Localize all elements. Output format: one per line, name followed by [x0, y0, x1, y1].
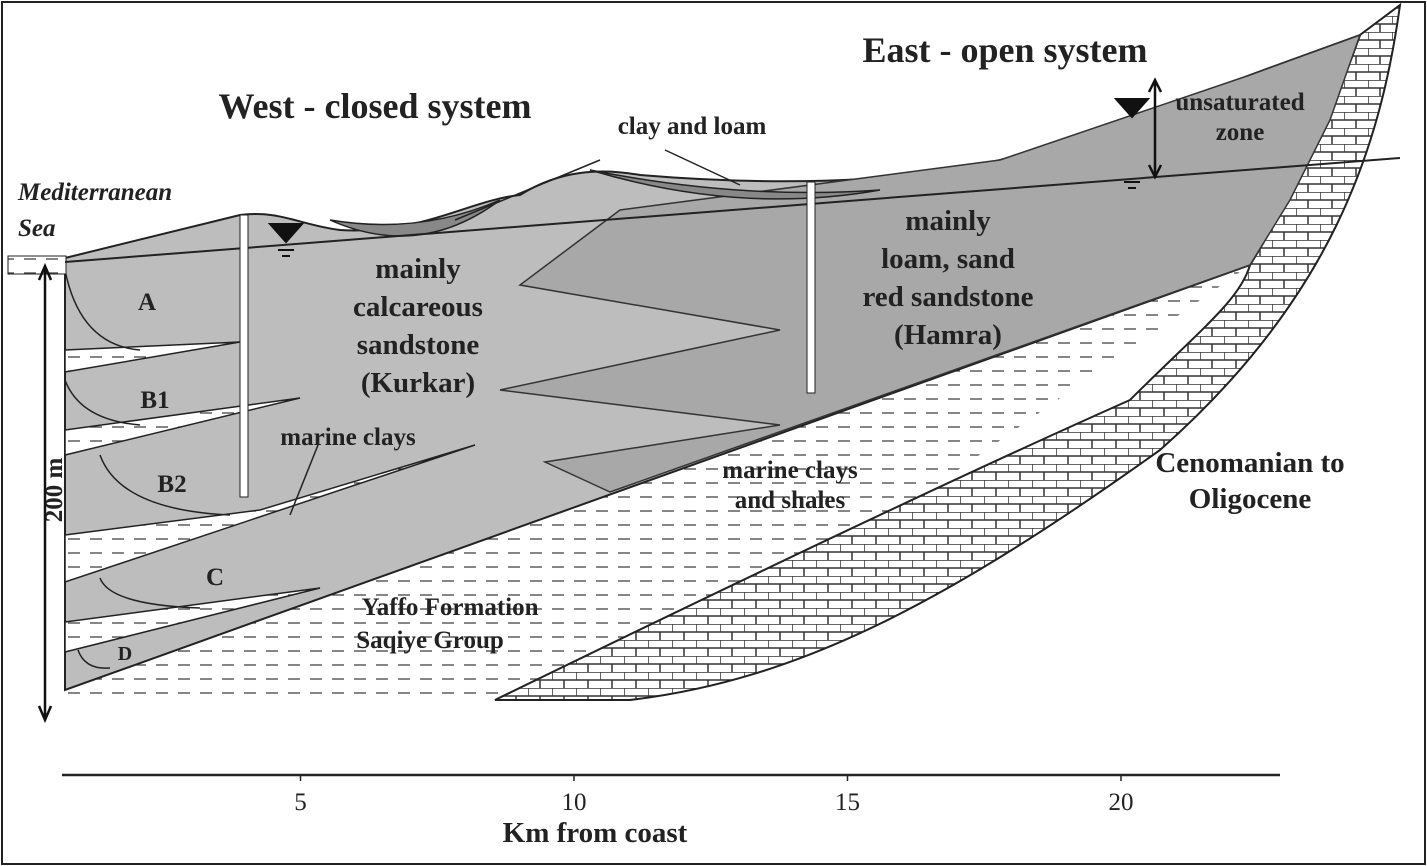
aquifer-label: A — [138, 289, 156, 316]
axis-label: Km from coast — [503, 817, 688, 849]
label: Yaffo Formation — [361, 594, 538, 621]
tick-label: 15 — [835, 789, 860, 816]
sea — [8, 256, 66, 274]
aquifer-label: B1 — [140, 387, 169, 414]
label: Mediterranean — [17, 179, 172, 206]
label: Saqiye Group — [356, 627, 504, 654]
label: mainly — [905, 205, 991, 237]
tick-label: 20 — [1109, 789, 1134, 816]
depth-label: 200 m — [41, 458, 68, 523]
aquifer-label: D — [118, 643, 132, 665]
region-title: East - open system — [863, 30, 1148, 70]
label: calcareous — [353, 291, 483, 323]
label: unsaturated — [1175, 89, 1304, 116]
well — [240, 215, 248, 497]
aquifer-label: C — [206, 564, 224, 591]
label: clay and loam — [618, 113, 767, 140]
label: mainly — [375, 253, 461, 285]
label: (Kurkar) — [361, 367, 475, 399]
label: Oligocene — [1189, 483, 1312, 515]
label: zone — [1216, 119, 1265, 146]
label: Sea — [18, 215, 56, 242]
aquifer-label: B2 — [157, 471, 186, 498]
well — [807, 182, 815, 393]
label: loam, sand — [881, 243, 1015, 275]
label: red sandstone — [862, 281, 1033, 313]
tick-label: 10 — [562, 789, 587, 816]
label: sandstone — [357, 329, 480, 361]
label: (Hamra) — [894, 319, 1002, 351]
region-title: West - closed system — [219, 86, 532, 126]
label: marine clays — [280, 424, 416, 451]
diagram: West - closed system East - open system … — [0, 0, 1427, 866]
label: Cenomanian to — [1155, 447, 1344, 479]
tick-label: 5 — [294, 789, 307, 816]
label: marine clays — [722, 457, 858, 484]
label: and shales — [735, 487, 846, 514]
